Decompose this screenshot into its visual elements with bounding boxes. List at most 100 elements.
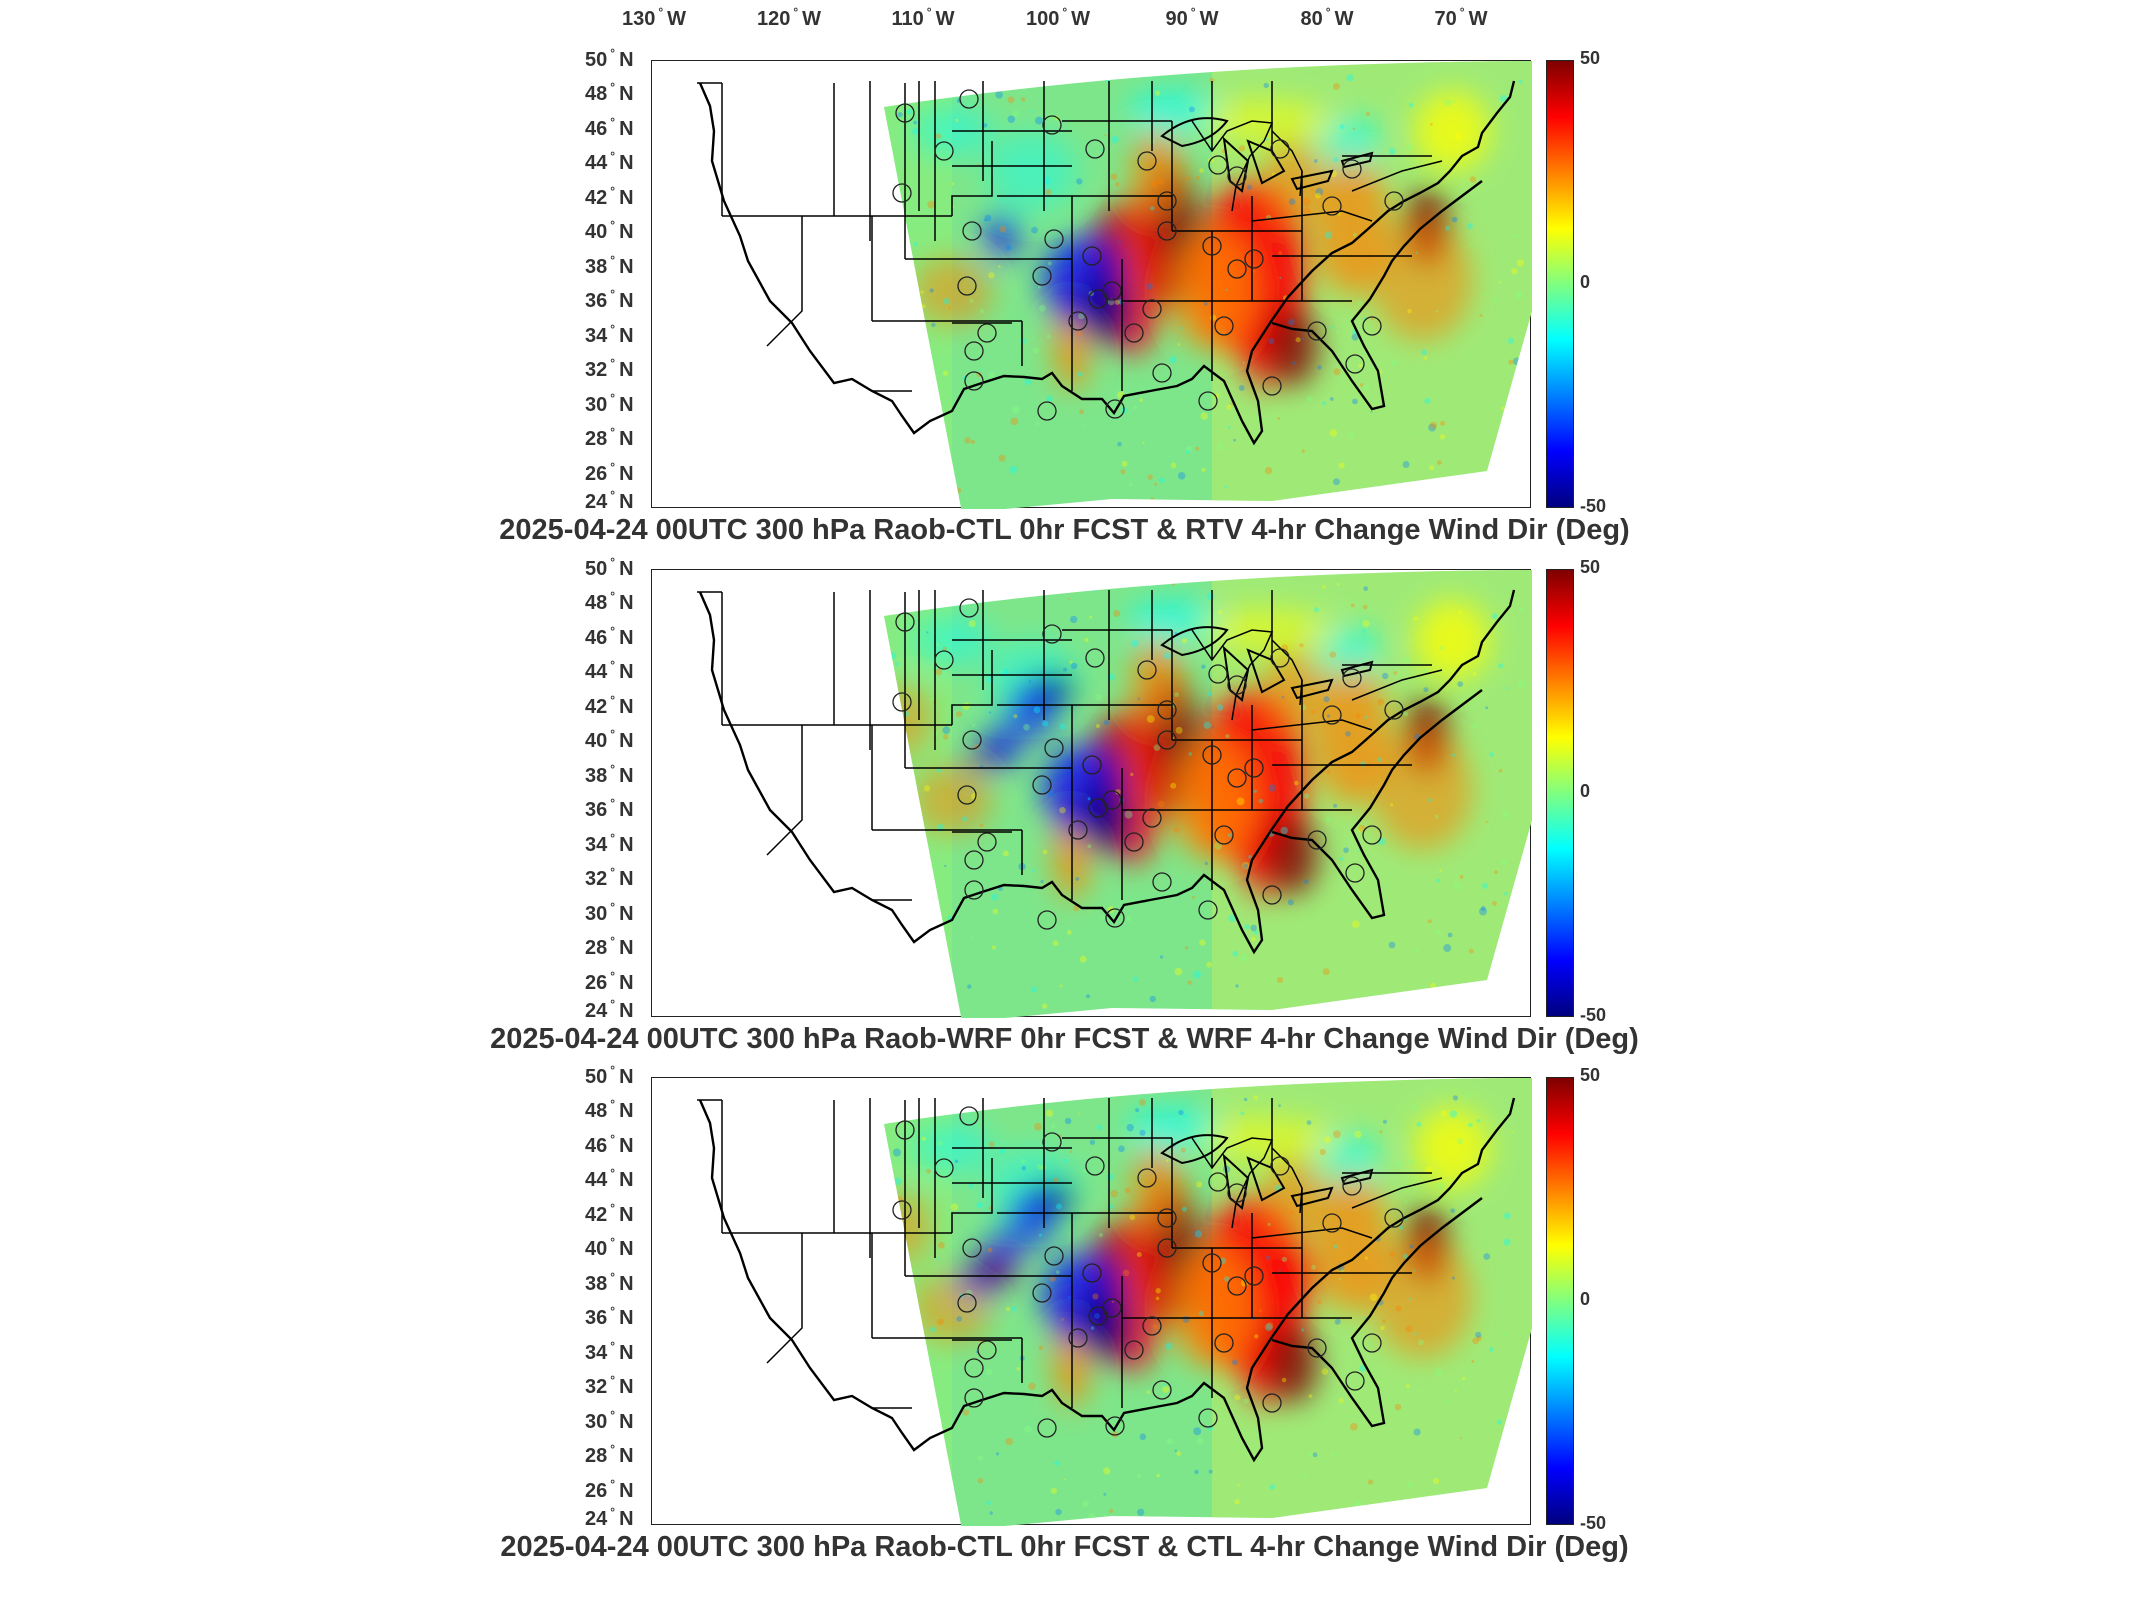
wind-direction-field xyxy=(884,570,1532,1018)
wind-direction-field xyxy=(884,1078,1532,1526)
raob-stations xyxy=(892,598,1404,930)
lat-label: 48 ° N xyxy=(585,1097,634,1123)
lat-label: 24 ° N xyxy=(585,997,634,1022)
lon-label: 120 ° W xyxy=(756,5,822,30)
station-marker xyxy=(1384,1208,1404,1228)
station-marker xyxy=(1362,316,1382,336)
station-marker xyxy=(977,832,997,852)
station-marker xyxy=(1342,668,1362,688)
station-marker xyxy=(1137,151,1157,171)
lat-label: 38 ° N xyxy=(585,1269,634,1295)
station-marker xyxy=(1044,229,1064,249)
map-svg xyxy=(697,61,1532,509)
station-marker xyxy=(1227,768,1247,788)
colorbar xyxy=(1546,60,1574,508)
station-marker xyxy=(1032,775,1052,795)
station-marker xyxy=(1214,825,1234,845)
station-marker xyxy=(1088,798,1108,818)
lat-label: 40 ° N xyxy=(585,727,634,753)
station-marker xyxy=(1085,139,1105,159)
station-marker xyxy=(1088,1306,1108,1326)
station-marker xyxy=(1208,664,1228,684)
station-marker xyxy=(1307,1338,1327,1358)
colorbar xyxy=(1546,569,1574,1017)
station-marker xyxy=(1105,908,1125,928)
station-marker xyxy=(962,221,982,241)
station-marker xyxy=(1044,1246,1064,1266)
station-marker xyxy=(1157,191,1177,211)
station-marker xyxy=(892,692,912,712)
station-marker xyxy=(1202,745,1222,765)
lat-label: 44 ° N xyxy=(585,1166,634,1192)
station-marker xyxy=(964,1388,984,1408)
station-marker xyxy=(1157,1238,1177,1258)
station-marker xyxy=(1152,1380,1172,1400)
station-marker xyxy=(1214,1333,1234,1353)
colorbar-tick-label: 50 xyxy=(1580,48,1601,68)
lon-label: 130 ° W xyxy=(621,5,687,30)
station-marker xyxy=(1227,259,1247,279)
station-marker xyxy=(895,1120,915,1140)
station-marker xyxy=(1262,885,1282,905)
station-marker xyxy=(1068,311,1088,331)
lon-label: 70 ° W xyxy=(1434,5,1488,30)
lat-label: 30 ° N xyxy=(585,899,634,925)
station-marker xyxy=(1214,316,1234,336)
station-marker xyxy=(892,183,912,203)
lat-label: 42 ° N xyxy=(585,1200,634,1226)
station-marker xyxy=(1085,1156,1105,1176)
lat-label: 26 ° N xyxy=(585,1476,634,1502)
station-marker xyxy=(892,1200,912,1220)
lat-label: 44 ° N xyxy=(585,658,634,684)
station-marker xyxy=(964,1358,984,1378)
station-marker xyxy=(957,276,977,296)
station-marker xyxy=(957,785,977,805)
station-marker xyxy=(895,103,915,123)
colorbar-tick-label: 0 xyxy=(1580,272,1591,292)
lat-label: 48 ° N xyxy=(585,80,634,106)
station-marker xyxy=(1362,1333,1382,1353)
station-marker xyxy=(1270,139,1290,159)
station-marker xyxy=(1227,1183,1247,1203)
lat-label: 30 ° N xyxy=(585,1407,634,1433)
lat-label: 46 ° N xyxy=(585,1131,634,1157)
lat-label: 28 ° N xyxy=(585,425,634,451)
raob-stations xyxy=(892,89,1404,421)
lat-label: 46 ° N xyxy=(585,623,634,649)
lat-label: 34 ° N xyxy=(585,830,634,856)
station-marker xyxy=(1342,1176,1362,1196)
colorbar-tick-label: 0 xyxy=(1580,1289,1591,1309)
station-marker xyxy=(1227,1276,1247,1296)
station-marker xyxy=(1262,1393,1282,1413)
station-marker xyxy=(1068,820,1088,840)
lon-label: 100 ° W xyxy=(1025,5,1091,30)
lat-label: 24 ° N xyxy=(585,1505,634,1530)
station-marker xyxy=(1362,825,1382,845)
station-marker xyxy=(1137,1168,1157,1188)
station-marker xyxy=(1088,289,1108,309)
lat-label: 40 ° N xyxy=(585,1235,634,1261)
station-marker xyxy=(1142,808,1162,828)
station-marker xyxy=(1322,196,1342,216)
station-marker xyxy=(1068,1328,1088,1348)
station-marker xyxy=(1142,299,1162,319)
station-marker xyxy=(1307,321,1327,341)
lat-label: 28 ° N xyxy=(585,934,634,960)
lat-label: 50 ° N xyxy=(585,555,634,580)
station-marker xyxy=(1384,191,1404,211)
station-marker xyxy=(1198,391,1218,411)
raob-stations xyxy=(892,1106,1404,1438)
station-marker xyxy=(1124,832,1144,852)
station-marker xyxy=(1157,700,1177,720)
station-marker xyxy=(1142,1316,1162,1336)
station-marker xyxy=(1157,1208,1177,1228)
station-marker xyxy=(1262,376,1282,396)
station-marker xyxy=(1322,705,1342,725)
colorbar-tick-label: -50 xyxy=(1580,496,1607,516)
station-marker xyxy=(1042,624,1062,644)
station-marker xyxy=(1345,1371,1365,1391)
station-marker xyxy=(977,323,997,343)
station-marker xyxy=(1032,1283,1052,1303)
map-frame xyxy=(651,60,1532,509)
